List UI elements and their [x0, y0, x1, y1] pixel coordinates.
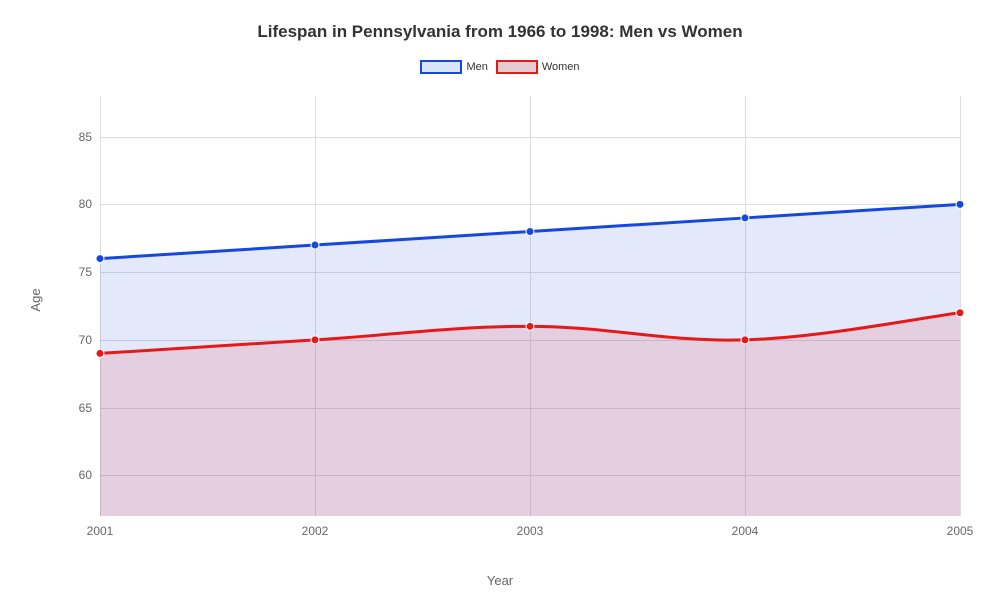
legend: Men Women — [0, 60, 1000, 74]
series-marker-women — [956, 309, 964, 317]
x-tick-label: 2005 — [947, 516, 974, 538]
series-marker-men — [526, 227, 534, 235]
chart-container: Lifespan in Pennsylvania from 1966 to 19… — [0, 0, 1000, 600]
grid-line-v — [960, 96, 961, 516]
legend-item-men: Men — [420, 60, 487, 74]
series-marker-women — [96, 349, 104, 357]
y-tick-label: 65 — [79, 401, 100, 415]
y-tick-label: 80 — [79, 197, 100, 211]
legend-swatch-men — [420, 60, 462, 74]
series-marker-men — [956, 200, 964, 208]
x-tick-label: 2002 — [302, 516, 329, 538]
legend-label-men: Men — [466, 61, 487, 73]
series-marker-men — [741, 214, 749, 222]
legend-item-women: Women — [496, 60, 580, 74]
series-marker-men — [311, 241, 319, 249]
x-tick-label: 2003 — [517, 516, 544, 538]
y-axis-label: Age — [28, 288, 43, 311]
plot-area: 20012002200320042005606570758085 — [100, 96, 960, 516]
legend-swatch-women — [496, 60, 538, 74]
y-tick-label: 60 — [79, 468, 100, 482]
x-tick-label: 2001 — [87, 516, 114, 538]
series-marker-women — [741, 336, 749, 344]
y-tick-label: 75 — [79, 265, 100, 279]
y-tick-label: 70 — [79, 333, 100, 347]
x-tick-label: 2004 — [732, 516, 759, 538]
series-marker-men — [96, 255, 104, 263]
series-svg — [100, 96, 960, 516]
series-marker-women — [311, 336, 319, 344]
legend-label-women: Women — [542, 61, 580, 73]
x-axis-label: Year — [487, 573, 513, 588]
y-tick-label: 85 — [79, 130, 100, 144]
chart-title: Lifespan in Pennsylvania from 1966 to 19… — [0, 0, 1000, 42]
series-marker-women — [526, 322, 534, 330]
